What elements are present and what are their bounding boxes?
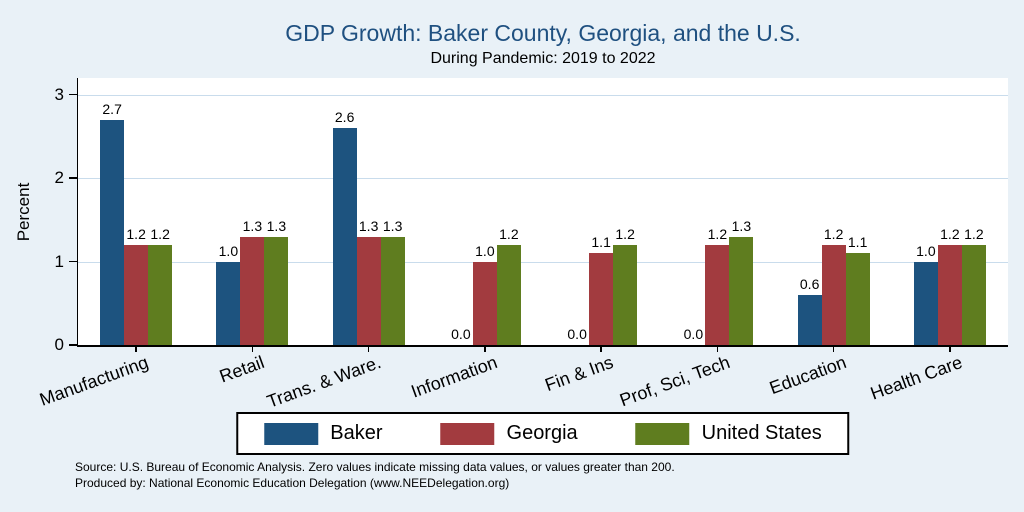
legend-item: Baker <box>264 422 383 445</box>
bar <box>356 236 381 345</box>
bar-value-label: 1.2 <box>499 225 519 242</box>
bar-value-label: 1.2 <box>707 225 728 242</box>
bar-value-label: 0.6 <box>799 275 820 292</box>
bar-value-label: 1.3 <box>731 217 752 234</box>
bar <box>729 236 754 345</box>
x-category-label: Trans. & Ware. <box>264 352 384 412</box>
x-axis-line <box>76 345 1008 347</box>
bar <box>496 244 521 345</box>
chart-subtitle: During Pandemic: 2019 to 2022 <box>430 50 656 67</box>
bar-value-label: 1.2 <box>615 225 635 242</box>
legend-item: Georgia <box>440 422 578 445</box>
legend: Baker Georgia United States <box>236 412 850 455</box>
y-tick-label: 1 <box>54 251 64 271</box>
y-tick <box>69 344 77 346</box>
bar <box>913 261 938 345</box>
bar-value-label: 0.0 <box>567 326 587 342</box>
legend-label: Baker <box>330 422 383 444</box>
bar <box>472 261 497 345</box>
y-tick <box>69 260 77 263</box>
x-tick <box>367 346 370 352</box>
y-tick-label: 0 <box>54 335 64 354</box>
bar-value-label: 1.0 <box>218 242 239 259</box>
bar <box>589 253 614 345</box>
bar-value-label: 1.2 <box>823 225 844 242</box>
bar-value-label: 1.3 <box>382 217 403 234</box>
x-category-label: Fin & Ins <box>542 352 616 396</box>
x-category-label: Education <box>766 352 849 399</box>
bar-value-label: 1.3 <box>242 217 263 234</box>
x-category-label: Manufacturing <box>36 352 151 410</box>
bar <box>821 244 846 345</box>
x-tick <box>832 346 835 352</box>
bar <box>216 261 241 345</box>
bar <box>380 236 405 345</box>
x-tick <box>251 346 254 352</box>
y-tick-label: 3 <box>54 84 64 104</box>
x-tick <box>716 346 719 352</box>
bar-value-label: 2.6 <box>334 109 355 126</box>
bar <box>240 236 265 345</box>
legend-swatch <box>264 422 319 445</box>
source-note: Source: U.S. Bureau of Economic Analysis… <box>75 460 675 474</box>
bar-value-label: 1.0 <box>916 242 936 259</box>
bar <box>124 244 149 345</box>
bar-value-label: 1.1 <box>591 234 611 251</box>
gridline <box>78 261 1008 263</box>
bar <box>705 244 730 345</box>
legend-swatch <box>440 422 495 445</box>
y-axis-line <box>76 78 78 346</box>
bar-value-label: 1.2 <box>150 225 170 242</box>
bar-value-label: 1.3 <box>358 217 379 234</box>
bar-value-label: 1.2 <box>964 225 984 242</box>
bar <box>797 294 822 345</box>
bar-value-label: 1.0 <box>475 242 495 259</box>
x-tick <box>600 346 602 352</box>
bar <box>613 244 638 345</box>
bar-value-label: 1.3 <box>266 217 287 234</box>
bar-value-label: 2.7 <box>102 100 122 117</box>
bar-value-label: 0.0 <box>451 326 471 342</box>
x-category-label: Health Care <box>867 352 965 404</box>
bar <box>148 244 173 345</box>
legend-swatch <box>635 422 690 445</box>
y-tick-label: 2 <box>54 168 64 188</box>
x-category-label: Retail <box>217 352 268 387</box>
bar <box>845 253 870 345</box>
bar <box>961 244 986 345</box>
bar-value-label: 0.0 <box>683 326 704 342</box>
x-tick <box>949 346 951 352</box>
gridline <box>78 178 1008 180</box>
x-category-label: Information <box>408 352 500 402</box>
produced-by-note: Produced by: National Economic Education… <box>75 476 510 490</box>
bar <box>100 119 125 345</box>
bar <box>264 236 289 345</box>
gridline <box>78 94 1008 96</box>
footer-notes: Source: U.S. Bureau of Economic Analysis… <box>75 459 675 491</box>
bar-value-label: 1.1 <box>847 234 868 251</box>
bar <box>332 128 357 345</box>
x-tick <box>135 346 137 352</box>
chart-title: GDP Growth: Baker County, Georgia, and t… <box>285 20 801 46</box>
x-category-label: Prof, Sci, Tech <box>616 352 733 411</box>
bar-value-label: 1.2 <box>126 225 146 242</box>
bar <box>937 244 962 345</box>
y-tick <box>69 177 77 179</box>
y-tick <box>69 93 77 96</box>
legend-label: United States <box>701 422 822 444</box>
legend-item: United States <box>635 422 822 445</box>
legend-label: Georgia <box>506 422 578 444</box>
bar-value-label: 1.2 <box>940 225 960 242</box>
x-tick <box>484 346 486 352</box>
